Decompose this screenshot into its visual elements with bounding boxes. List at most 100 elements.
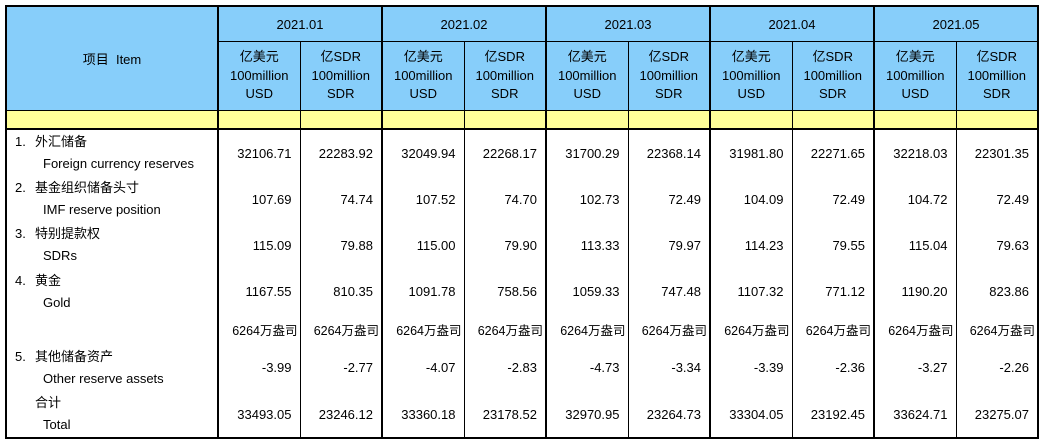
table-row-imf-reserve-position: 2. 基金组织储备头寸 IMF reserve position 107.69 7… [6,176,1038,223]
value-cell: 23178.52 [463,390,546,439]
value-cell: 6264万盎司 [791,314,874,345]
row-label: 5. 其他储备资产 Other reserve assets [6,345,218,391]
label-en: Other reserve assets [43,370,164,386]
value-cell: -4.73 [545,344,628,391]
table-row-sdrs: 3. 特别提款权 SDRs 115.09 79.88 115.00 79.90 1… [6,222,1038,269]
value-cell: 72.49 [791,176,874,223]
row-label: 1. 外汇储备 Foreign currency reserves [6,129,218,176]
value-cell: 32970.95 [545,390,628,439]
value-cell: 6264万盎司 [709,314,792,345]
label-cn: 特别提款权 [35,226,101,242]
value-cell: 22283.92 [299,129,382,177]
value-cell: 747.48 [627,268,710,315]
value-cell: -2.83 [463,344,546,391]
reserves-table-wrapper: 项目 Item 2021.01 2021.02 2021.03 2021.04 … [5,5,1039,439]
value-cell: 22268.17 [463,129,546,177]
value-cell: 6264万盎司 [463,314,546,345]
value-cell: 1107.32 [709,268,792,315]
row-number: 5. [15,348,26,364]
unit-header-usd: 亿美元 100million USD [545,41,629,111]
value-cell: 23264.73 [627,390,710,439]
month-header-2021-04: 2021.04 [709,6,875,42]
row-label: 合计 Total [6,391,218,438]
value-cell: 22271.65 [791,129,874,177]
value-cell: 74.74 [299,176,382,223]
value-cell: 33624.71 [873,390,956,439]
value-cell: -3.39 [709,344,792,391]
row-label: 3. 特别提款权 SDRs [6,222,218,268]
row-label [6,315,218,345]
month-header-2021-03: 2021.03 [545,6,711,42]
stripe-cell [955,110,1038,130]
item-header-cell: 项目 Item [6,6,219,111]
value-cell: 1190.20 [873,268,956,315]
value-cell: 31981.80 [709,129,792,177]
value-cell: 810.35 [299,268,382,315]
value-cell: 79.88 [299,222,382,269]
value-cell: 23246.12 [299,390,382,439]
unit-header-sdr: 亿SDR 100million SDR [299,41,383,111]
label-cn: 黄金 [35,272,62,288]
row-number: 3. [15,226,26,242]
stripe-cell [217,110,300,130]
stripe-cell [545,110,628,130]
value-cell: 1091.78 [381,268,464,315]
value-cell: 1167.55 [217,268,300,315]
unit-header-sdr: 亿SDR 100million SDR [463,41,547,111]
value-cell: 79.97 [627,222,710,269]
table-row-other-reserve-assets: 5. 其他储备资产 Other reserve assets -3.99 -2.7… [6,344,1038,391]
value-cell: 115.09 [217,222,300,269]
label-en: Foreign currency reserves [43,156,194,172]
stripe-cell [6,110,218,130]
value-cell: 104.72 [873,176,956,223]
label-en: SDRs [43,248,77,264]
value-cell: 79.55 [791,222,874,269]
label-cn: 基金组织储备头寸 [35,180,140,196]
value-cell: 6264万盎司 [381,314,464,345]
month-header-row: 项目 Item 2021.01 2021.02 2021.03 2021.04 … [6,6,1039,111]
value-cell: 113.33 [545,222,628,269]
value-cell: 32218.03 [873,129,956,177]
table-row-total: 合计 Total 33493.05 23246.12 33360.18 2317… [6,390,1038,439]
value-cell: -2.26 [955,344,1038,391]
unit-header-usd: 亿美元 100million USD [217,41,301,111]
row-label: 2. 基金组织储备头寸 IMF reserve position [6,176,218,222]
value-cell: 23275.07 [955,390,1038,439]
unit-header-usd: 亿美元 100million USD [709,41,793,111]
value-cell: 31700.29 [545,129,628,177]
value-cell: 79.63 [955,222,1038,269]
value-cell: 32049.94 [381,129,464,177]
value-cell: 114.23 [709,222,792,269]
unit-header-usd: 亿美元 100million USD [381,41,465,111]
value-cell: 6264万盎司 [955,314,1038,345]
label-en: IMF reserve position [43,202,161,218]
value-cell: 102.73 [545,176,628,223]
stripe-cell [709,110,792,130]
month-header-2021-01: 2021.01 [217,6,383,42]
unit-header-sdr: 亿SDR 100million SDR [627,41,711,111]
yellow-stripe-row [6,110,1038,130]
value-cell: -4.07 [381,344,464,391]
reserves-table: 项目 Item 2021.01 2021.02 2021.03 2021.04 … [5,5,1039,439]
value-cell: 107.52 [381,176,464,223]
value-cell: 6264万盎司 [627,314,710,345]
value-cell: -3.34 [627,344,710,391]
value-cell: 115.00 [381,222,464,269]
row-label: 4. 黄金 Gold [6,269,218,315]
value-cell: 33360.18 [381,390,464,439]
stripe-cell [299,110,382,130]
value-cell: 6264万盎司 [873,314,956,345]
value-cell: 22301.35 [955,129,1038,177]
value-cell: 758.56 [463,268,546,315]
stripe-cell [463,110,546,130]
unit-header-row: 亿美元 100million USD 亿SDR 100million SDR 亿… [6,41,1039,111]
label-cn: 外汇储备 [35,134,88,149]
value-cell: -2.36 [791,344,874,391]
value-cell: 6264万盎司 [545,314,628,345]
value-cell: -3.27 [873,344,956,391]
value-cell: 23192.45 [791,390,874,439]
value-cell: 32106.71 [217,129,300,177]
value-cell: -2.77 [299,344,382,391]
value-cell: 823.86 [955,268,1038,315]
stripe-cell [381,110,464,130]
